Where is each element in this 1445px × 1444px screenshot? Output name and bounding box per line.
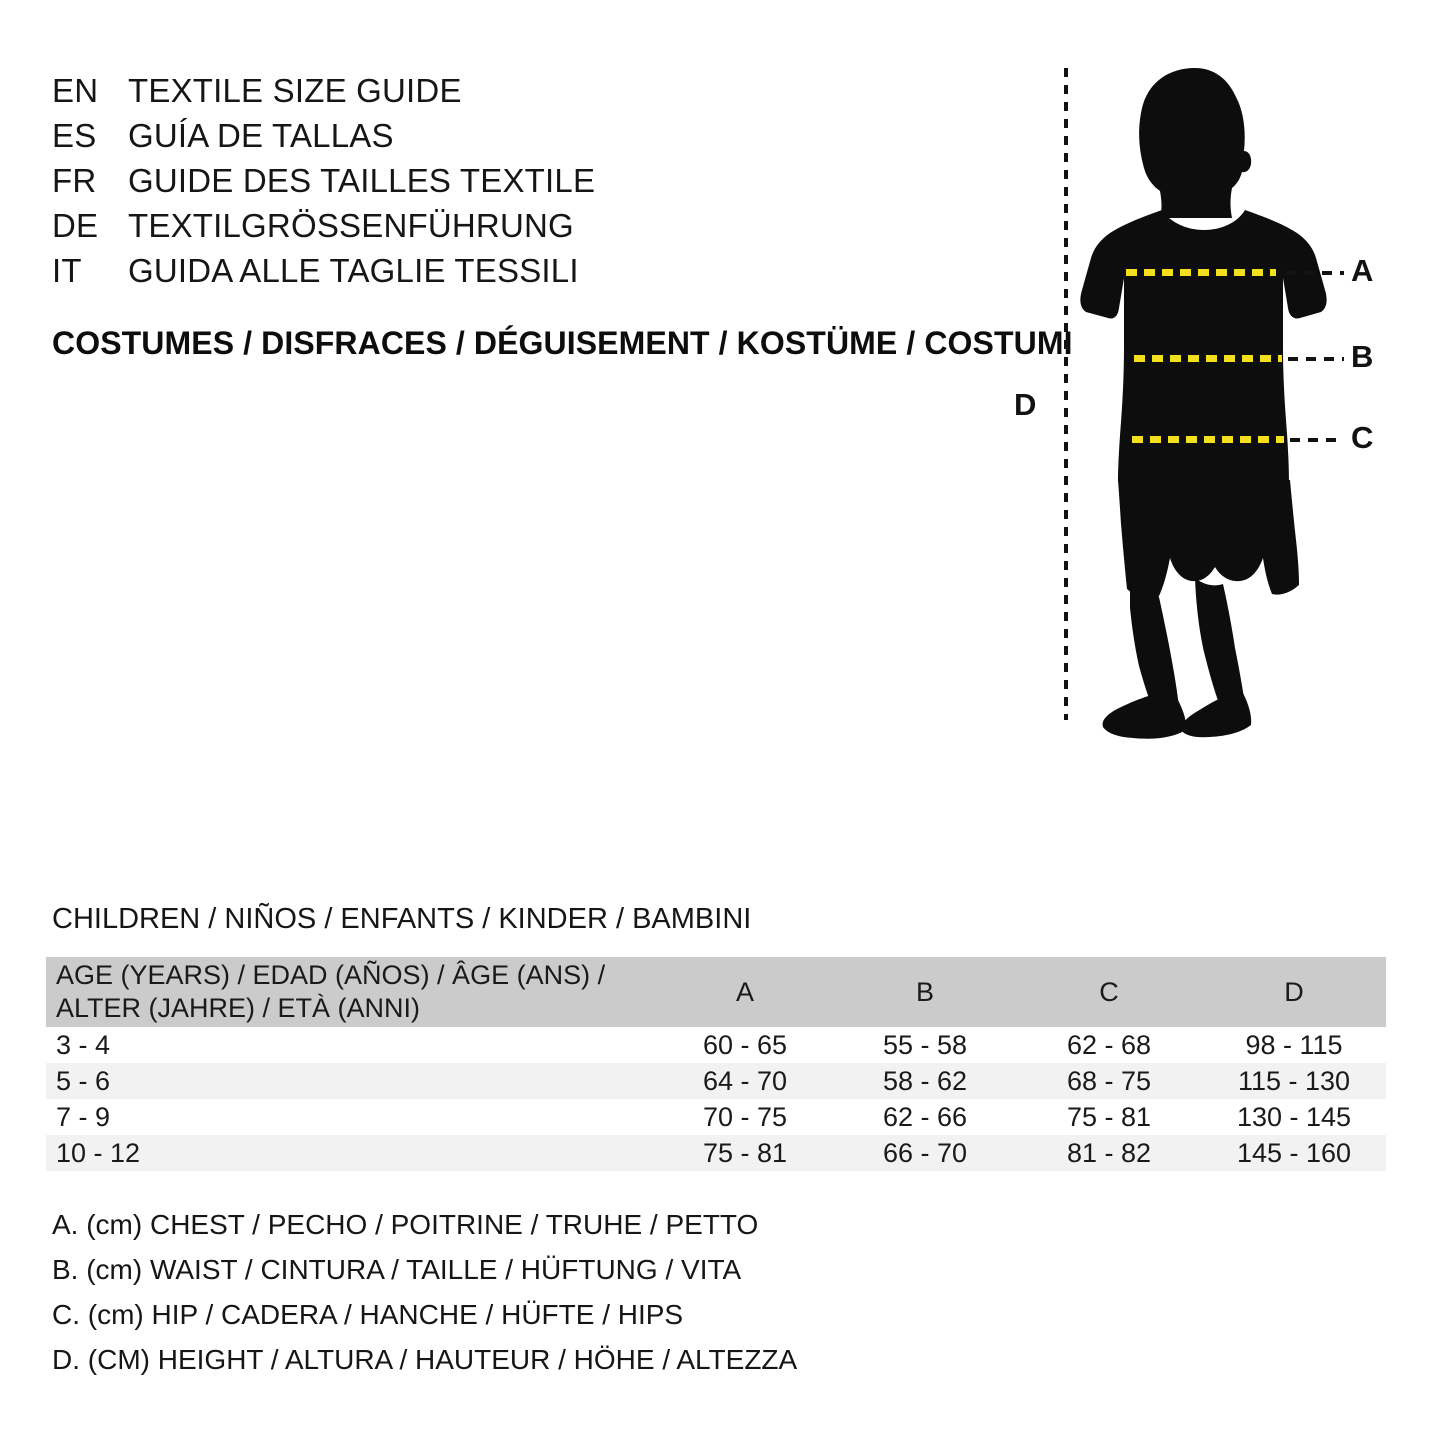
- height-reference-line: [1064, 68, 1068, 720]
- chest-lead-line: [1286, 271, 1344, 275]
- cell-hip: 62 - 68: [1016, 1027, 1202, 1063]
- marker-label-c: C: [1351, 420, 1374, 455]
- language-row-en: EN TEXTILE SIZE GUIDE: [52, 72, 952, 117]
- cell-hip: 68 - 75: [1016, 1063, 1202, 1099]
- marker-label-d: D: [1014, 387, 1037, 422]
- cell-age: 3 - 4: [46, 1027, 656, 1063]
- table-header-age-line1: AGE (YEARS) / EDAD (AÑOS) / ÂGE (ANS) /: [56, 960, 606, 991]
- table-header-age-line2: ALTER (JAHRE) / ETÀ (ANNI): [56, 993, 421, 1023]
- legend-row-b: B. (cm) WAIST / CINTURA / TAILLE / HÜFTU…: [52, 1254, 742, 1285]
- cell-height: 98 - 115: [1202, 1027, 1386, 1063]
- cell-waist: 55 - 58: [834, 1027, 1016, 1063]
- language-code-it: IT: [52, 252, 82, 289]
- language-code-de: DE: [52, 207, 99, 244]
- cell-chest: 64 - 70: [656, 1063, 834, 1099]
- cell-height: 115 - 130: [1202, 1063, 1386, 1099]
- marker-label-b: B: [1351, 339, 1374, 374]
- language-row-it: IT GUIDA ALLE TAGLIE TESSILI: [52, 252, 952, 297]
- children-group-title: CHILDREN / NIÑOS / ENFANTS / KINDER / BA…: [52, 903, 752, 935]
- language-text-es: GUÍA DE TALLAS: [128, 117, 394, 154]
- table-row: 3 - 4 60 - 65 55 - 58 62 - 68 98 - 115: [46, 1027, 1386, 1063]
- cell-hip: 75 - 81: [1016, 1099, 1202, 1135]
- chest-measure-line: [1126, 269, 1276, 276]
- cell-chest: 60 - 65: [656, 1027, 834, 1063]
- child-silhouette-icon: [1080, 68, 1327, 739]
- legend-row-c: C. (cm) HIP / CADERA / HANCHE / HÜFTE / …: [52, 1299, 684, 1330]
- table-header-b: B: [834, 957, 1016, 1027]
- measurement-figure: D A B C: [990, 50, 1420, 740]
- language-title-list: EN TEXTILE SIZE GUIDE ES GUÍA DE TALLAS …: [52, 72, 952, 297]
- language-code-es: ES: [52, 117, 97, 154]
- legend-row-d: D. (CM) HEIGHT / ALTURA / HAUTEUR / HÖHE…: [52, 1344, 798, 1375]
- cell-hip: 81 - 82: [1016, 1135, 1202, 1171]
- waist-lead-line: [1288, 357, 1344, 361]
- cell-chest: 75 - 81: [656, 1135, 834, 1171]
- table-header-row: AGE (YEARS) / EDAD (AÑOS) / ÂGE (ANS) / …: [46, 957, 1386, 1027]
- table-header-d: D: [1202, 957, 1386, 1027]
- table-row: 7 - 9 70 - 75 62 - 66 75 - 81 130 - 145: [46, 1099, 1386, 1135]
- language-text-fr: GUIDE DES TAILLES TEXTILE: [128, 162, 596, 199]
- cell-waist: 66 - 70: [834, 1135, 1016, 1171]
- table-header-c: C: [1016, 957, 1202, 1027]
- language-code-fr: FR: [52, 162, 97, 199]
- legend-row-a: A. (cm) CHEST / PECHO / POITRINE / TRUHE…: [52, 1209, 759, 1240]
- cell-age: 7 - 9: [46, 1099, 656, 1135]
- cell-height: 130 - 145: [1202, 1099, 1386, 1135]
- cell-chest: 70 - 75: [656, 1099, 834, 1135]
- cell-waist: 62 - 66: [834, 1099, 1016, 1135]
- table-header-age: AGE (YEARS) / EDAD (AÑOS) / ÂGE (ANS) / …: [46, 957, 656, 1027]
- language-row-es: ES GUÍA DE TALLAS: [52, 117, 952, 162]
- cell-height: 145 - 160: [1202, 1135, 1386, 1171]
- costumes-subtitle: COSTUMES / DISFRACES / DÉGUISEMENT / KOS…: [52, 325, 1073, 361]
- cell-age: 5 - 6: [46, 1063, 656, 1099]
- language-row-de: DE TEXTILGRÖSSENFÜHRUNG: [52, 207, 952, 252]
- cell-age: 10 - 12: [46, 1135, 656, 1171]
- cell-waist: 58 - 62: [834, 1063, 1016, 1099]
- language-text-it: GUIDA ALLE TAGLIE TESSILI: [128, 252, 579, 289]
- marker-label-a: A: [1351, 253, 1374, 288]
- table-row: 10 - 12 75 - 81 66 - 70 81 - 82 145 - 16…: [46, 1135, 1386, 1171]
- hip-lead-line: [1290, 438, 1344, 442]
- language-text-de: TEXTILGRÖSSENFÜHRUNG: [128, 207, 574, 244]
- hip-measure-line: [1132, 436, 1284, 443]
- language-row-fr: FR GUIDE DES TAILLES TEXTILE: [52, 162, 952, 207]
- language-code-en: EN: [52, 72, 99, 109]
- measurement-legend: A. (cm) CHEST / PECHO / POITRINE / TRUHE…: [52, 1202, 1052, 1382]
- table-header-a: A: [656, 957, 834, 1027]
- size-table: AGE (YEARS) / EDAD (AÑOS) / ÂGE (ANS) / …: [46, 957, 1386, 1171]
- language-text-en: TEXTILE SIZE GUIDE: [128, 72, 462, 109]
- waist-measure-line: [1134, 355, 1282, 362]
- table-row: 5 - 6 64 - 70 58 - 62 68 - 75 115 - 130: [46, 1063, 1386, 1099]
